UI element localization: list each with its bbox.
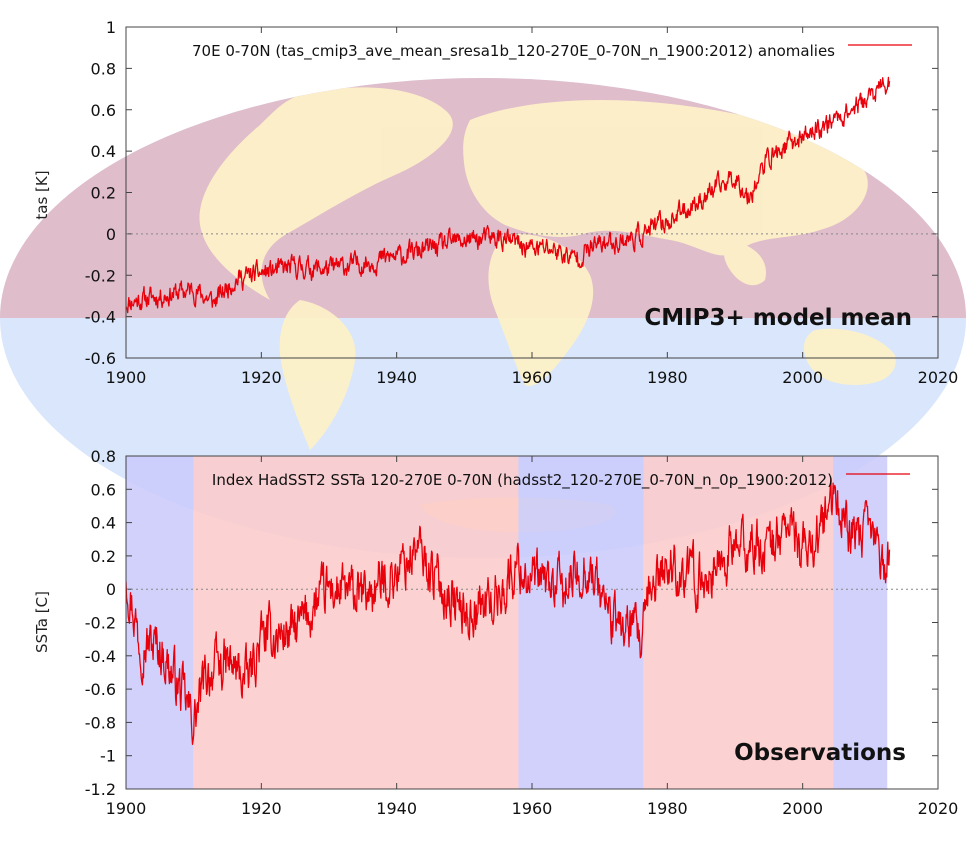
bottom-y-axis: -1.2 -1 -0.8 -0.6 -0.4 -0.2 0 0.2 0.4 0.6 0.8 (85, 447, 938, 799)
x-tick-label: 1940 (376, 799, 417, 818)
y-tick-label: -0.2 (85, 614, 116, 633)
phase-band-cool (518, 456, 644, 789)
y-tick-label: -0.6 (85, 349, 116, 368)
y-tick-label: -0.4 (85, 647, 116, 666)
y-tick-label: 0.2 (91, 547, 116, 566)
map-land (199, 87, 896, 533)
bottom-series-line (126, 477, 891, 745)
x-tick-label: 2000 (782, 368, 823, 387)
y-tick-label: -0.4 (85, 308, 116, 327)
x-tick-label: 1920 (241, 368, 282, 387)
chart-observations: -1.2 -1 -0.8 -0.6 -0.4 -0.2 0 0.2 0.4 0.6 0.8 1900… (33, 447, 958, 818)
top-annotation: CMIP3+ model mean (644, 305, 912, 331)
x-tick-label: 2000 (782, 799, 823, 818)
y-tick-label: 1 (106, 18, 116, 37)
top-series-line (126, 76, 891, 314)
top-plot-frame (125, 26, 939, 359)
y-tick-label: 0.6 (91, 101, 116, 120)
bottom-legend-title: Index HadSST2 SSTa 120-270E 0-70N (hadss… (212, 471, 833, 490)
x-tick-label: 2020 (918, 799, 959, 818)
top-y-axis: -0.6 -0.4 -0.2 0 0.2 0.4 0.6 0.8 1 (85, 18, 938, 368)
y-tick-label: 0.8 (91, 59, 116, 78)
y-tick-label: -0.6 (85, 680, 116, 699)
y-tick-label: -1 (100, 747, 116, 766)
y-tick-label: -1.2 (85, 780, 116, 799)
x-tick-label: 1900 (106, 799, 147, 818)
y-tick-label: 0 (106, 225, 116, 244)
top-x-axis: 1900 1920 1940 1960 1980 2000 2020 (106, 27, 959, 387)
top-legend-title: 70E 0-70N (tas_cmip3_ave_mean_sresa1b_12… (192, 42, 835, 61)
phase-band-warm (643, 456, 834, 789)
x-tick-label: 1960 (512, 799, 553, 818)
top-y-axis-label: tas [K] (33, 170, 51, 219)
y-tick-label: -0.2 (85, 266, 116, 285)
x-tick-label: 1940 (376, 368, 417, 387)
x-tick-label: 1980 (647, 368, 688, 387)
x-tick-label: 1920 (241, 799, 282, 818)
y-tick-label: 0.4 (91, 514, 116, 533)
bottom-plot-frame (125, 455, 939, 790)
y-tick-label: 0.8 (91, 447, 116, 466)
y-tick-label: 0 (106, 580, 116, 599)
y-tick-label: 0.4 (91, 142, 116, 161)
bottom-annotation: Observations (734, 740, 906, 766)
x-tick-label: 1980 (647, 799, 688, 818)
x-tick-label: 1960 (512, 368, 553, 387)
y-tick-label: 0.6 (91, 480, 116, 499)
y-tick-label: 0.2 (91, 184, 116, 203)
x-tick-label: 1900 (106, 368, 147, 387)
y-tick-label: -0.8 (85, 713, 116, 732)
bottom-y-axis-label: SSTa [C] (33, 591, 51, 653)
chart-model-mean: -0.6-0.4-0.200.20.40.60.81 1900 1920 1940 1… (33, 18, 958, 387)
world-map-background (0, 78, 966, 558)
x-tick-label: 2020 (918, 368, 959, 387)
